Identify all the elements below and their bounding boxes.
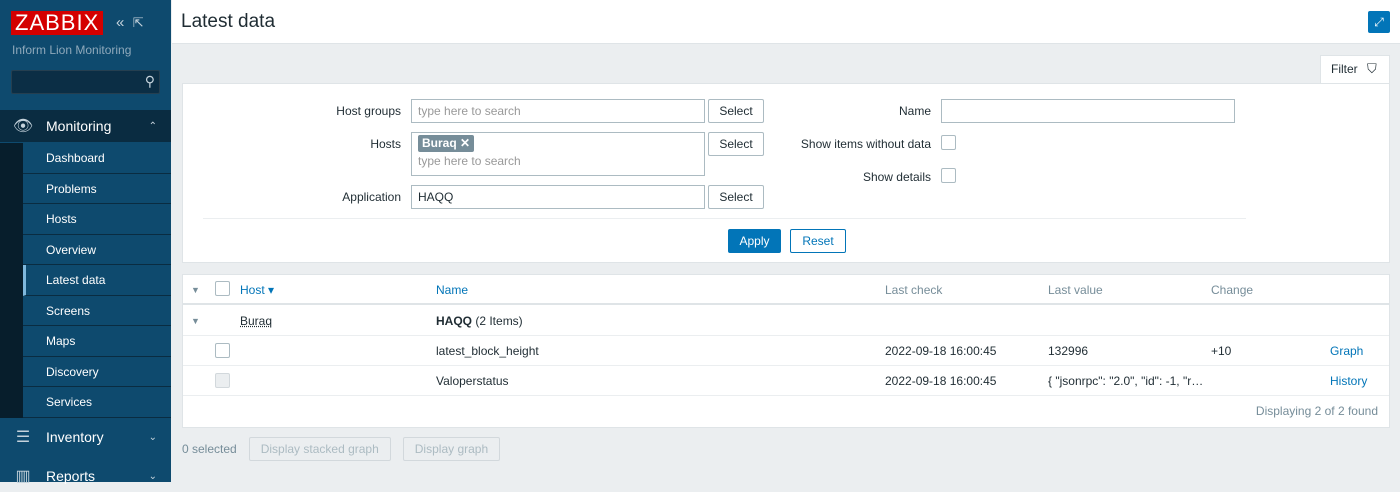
display-graph-button[interactable]: Display graph xyxy=(402,437,501,461)
application-label: Application xyxy=(342,190,401,204)
apply-button[interactable]: Apply xyxy=(728,229,781,253)
row-checkbox[interactable] xyxy=(215,373,230,388)
hosts-select-button[interactable]: Select xyxy=(708,132,764,156)
action-bar: 0 selected Display stacked graph Display… xyxy=(182,437,501,461)
table-row: latest_block_height 2022-09-18 16:00:45 … xyxy=(183,336,1389,366)
collapse-sidebar-icon[interactable]: « xyxy=(116,14,125,31)
latest-data-table: ▼ Host ▾ Name Last check Last value Chan… xyxy=(182,274,1390,428)
kiosk-mode-icon[interactable]: ⇱ xyxy=(132,15,144,30)
table-header: ▼ Host ▾ Name Last check Last value Chan… xyxy=(183,275,1389,305)
divider xyxy=(203,218,1246,219)
chevron-down-icon: ⌄ xyxy=(148,470,157,482)
column-last-check: Last check xyxy=(885,283,943,297)
fullscreen-button[interactable]: ⤢ xyxy=(1368,11,1390,33)
item-count: (2 Items) xyxy=(475,314,523,328)
list-icon: ☰ xyxy=(15,429,31,446)
sidebar-item-latest-data[interactable]: Latest data xyxy=(23,265,171,296)
host-groups-input[interactable]: type here to search xyxy=(411,99,705,123)
sidebar-item-hosts[interactable]: Hosts xyxy=(23,204,171,235)
host-link[interactable]: Buraq xyxy=(240,314,273,328)
bar-chart-icon: ▥ xyxy=(15,468,31,485)
search-icon[interactable]: ⚲ xyxy=(144,73,155,89)
collapse-group-icon[interactable]: ▼ xyxy=(191,316,200,326)
sidebar-item-dashboard[interactable]: Dashboard xyxy=(23,143,171,174)
menu-monitoring-label: Monitoring xyxy=(46,118,112,134)
filter-panel: Host groups type here to search Select H… xyxy=(182,83,1390,263)
row-checkbox[interactable] xyxy=(215,343,230,358)
column-host[interactable]: Host ▾ xyxy=(240,283,275,297)
show-items-without-data-checkbox[interactable] xyxy=(941,135,956,150)
name-label: Name xyxy=(898,104,931,118)
filter-icon: ⛉ xyxy=(1367,61,1377,76)
host-groups-label: Host groups xyxy=(336,104,401,118)
reset-button[interactable]: Reset xyxy=(790,229,846,253)
collapse-all-icon[interactable]: ▼ xyxy=(191,285,200,295)
host-groups-select-button[interactable]: Select xyxy=(708,99,764,123)
sidebar-search-input[interactable]: ⚲ xyxy=(11,70,160,94)
sidebar-item-maps[interactable]: Maps xyxy=(23,326,171,357)
page-header: Latest data ⤢ xyxy=(172,0,1400,44)
application-name: HAQQ xyxy=(436,314,472,328)
menu-reports[interactable]: ▥ Reports ⌄ xyxy=(0,460,171,492)
menu-inventory-label: Inventory xyxy=(46,429,104,445)
table-stats: Displaying 2 of 2 found xyxy=(1255,404,1378,418)
page-title: Latest data xyxy=(181,11,276,32)
application-group: HAQQ (2 Items) xyxy=(436,306,523,336)
last-check: 2022-09-18 16:00:45 xyxy=(885,344,997,358)
chevron-up-icon: ⌃ xyxy=(148,120,157,132)
menu-reports-label: Reports xyxy=(46,468,96,484)
sidebar-item-discovery[interactable]: Discovery xyxy=(23,356,171,387)
filter-tab[interactable]: Filter ⛉ xyxy=(1320,55,1390,84)
application-input[interactable]: HAQQ xyxy=(411,185,705,209)
hosts-label: Hosts xyxy=(370,137,401,151)
column-name[interactable]: Name xyxy=(436,283,469,297)
show-details-checkbox[interactable] xyxy=(941,168,956,183)
last-value: 132996 xyxy=(1048,344,1089,358)
item-name: Valoperstatus xyxy=(436,374,509,388)
last-check: 2022-09-18 16:00:45 xyxy=(885,374,997,388)
graph-link[interactable]: Graph xyxy=(1330,344,1364,358)
name-input[interactable] xyxy=(941,99,1235,123)
item-name: latest_block_height xyxy=(436,344,539,358)
show-items-without-data-label: Show items without data xyxy=(800,137,931,151)
host-tag: Buraq ✕ xyxy=(418,135,475,152)
application-select-button[interactable]: Select xyxy=(708,185,764,209)
menu-monitoring[interactable]: 👁 Monitoring ⌃ xyxy=(0,110,171,142)
monitoring-submenu: Dashboard Problems Hosts Overview Latest… xyxy=(0,143,171,418)
column-last-value: Last value xyxy=(1048,283,1103,297)
display-stacked-graph-button[interactable]: Display stacked graph xyxy=(248,437,391,461)
server-name: Inform Lion Monitoring xyxy=(12,43,132,57)
sidebar-item-problems[interactable]: Problems xyxy=(23,173,171,204)
chevron-down-icon: ⌄ xyxy=(148,431,157,443)
menu-inventory[interactable]: ☰ Inventory ⌄ xyxy=(0,421,171,453)
select-all-checkbox[interactable] xyxy=(215,281,230,296)
sidebar-item-services[interactable]: Services xyxy=(23,387,171,418)
filter-tab-label: Filter xyxy=(1331,62,1358,76)
table-row: Valoperstatus 2022-09-18 16:00:45 { "jso… xyxy=(183,366,1389,396)
column-change: Change xyxy=(1211,283,1254,297)
eye-icon: 👁 xyxy=(12,118,34,135)
change: +10 xyxy=(1211,344,1232,358)
sidebar-item-screens[interactable]: Screens xyxy=(23,295,171,326)
last-value: { "jsonrpc": "2.0", "id": -1, "r… xyxy=(1048,374,1204,388)
zabbix-logo[interactable]: ZABBIX xyxy=(11,11,104,35)
history-link[interactable]: History xyxy=(1330,374,1368,388)
sidebar-item-overview[interactable]: Overview xyxy=(23,234,171,265)
remove-tag-icon[interactable]: ✕ xyxy=(460,136,471,150)
hosts-placeholder: type here to search xyxy=(418,154,521,168)
sidebar: ZABBIX « ⇱ Inform Lion Monitoring ⚲ 👁 Mon… xyxy=(0,0,171,485)
group-row: ▼ Buraq HAQQ (2 Items) xyxy=(183,306,1389,336)
hosts-input[interactable]: Buraq ✕ type here to search xyxy=(411,132,705,176)
show-details-label: Show details xyxy=(862,170,931,184)
selected-count: 0 selected xyxy=(182,442,237,456)
